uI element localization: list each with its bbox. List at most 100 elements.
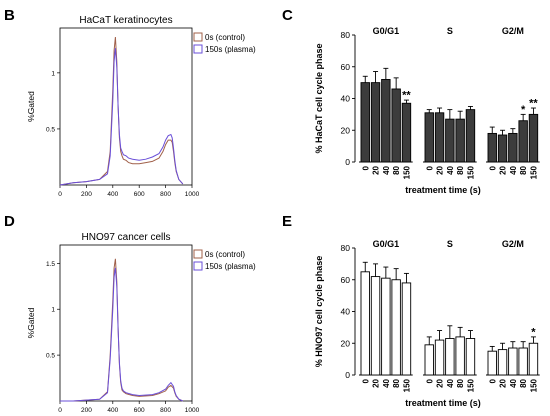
legend-swatch xyxy=(193,261,203,271)
x-tick-label: 800 xyxy=(160,407,171,414)
panel-letter: E xyxy=(282,213,292,230)
y-tick-label: 1 xyxy=(51,70,55,77)
x-tick-label: 0 xyxy=(488,165,497,170)
y-tick-label: 0.5 xyxy=(46,353,55,360)
x-tick-label: 150 xyxy=(402,378,411,392)
x-tick-label: 150 xyxy=(529,378,538,392)
significance-marker: * xyxy=(521,104,526,116)
x-tick-label: 0 xyxy=(361,165,370,170)
x-tick-label: 150 xyxy=(402,165,411,179)
chart-title: HNO97 cancer cells xyxy=(82,232,171,243)
significance-marker: ** xyxy=(402,90,411,102)
x-tick-label: 1000 xyxy=(185,407,200,414)
bar xyxy=(381,277,391,376)
bar xyxy=(455,118,465,163)
x-axis-label: treatment time (s) xyxy=(405,398,481,408)
x-tick-label: 150 xyxy=(466,165,475,179)
x-tick-label: 600 xyxy=(134,191,145,198)
bar xyxy=(465,338,476,376)
series-line xyxy=(59,48,184,186)
x-tick-label: 0 xyxy=(361,378,370,383)
significance-marker: ** xyxy=(529,98,538,110)
y-tick-label: 80 xyxy=(341,30,351,40)
significance-marker: * xyxy=(531,326,536,338)
plot-frame xyxy=(59,244,193,402)
group-label: G0/G1 xyxy=(373,26,400,36)
legend-swatch xyxy=(193,249,203,259)
x-tick-label: 40 xyxy=(509,165,518,174)
bar xyxy=(381,78,391,163)
y-tick-label: 0.5 xyxy=(46,126,55,133)
group-label: G0/G1 xyxy=(373,239,400,249)
x-tick-label: 80 xyxy=(519,378,528,387)
x-tick-label: 1000 xyxy=(185,191,200,198)
x-tick-label: 0 xyxy=(425,378,434,383)
bar xyxy=(518,120,528,163)
y-axis-label: %Gated xyxy=(26,307,36,338)
x-tick-label: 80 xyxy=(392,165,401,174)
bar xyxy=(391,279,401,376)
x-tick-label: 0 xyxy=(58,407,62,414)
x-tick-label: 20 xyxy=(372,378,381,387)
x-tick-label: 40 xyxy=(446,165,455,174)
plot-frame xyxy=(59,27,193,186)
y-tick-label: 1.5 xyxy=(46,261,55,268)
y-tick-label: 0 xyxy=(345,370,350,380)
legend-swatch xyxy=(193,32,203,42)
x-tick-label: 0 xyxy=(488,378,497,383)
bar xyxy=(391,88,401,163)
x-tick-label: 20 xyxy=(436,378,445,387)
bar xyxy=(528,342,539,376)
legend-entry: 150s (plasma) xyxy=(205,262,256,271)
bar xyxy=(508,347,518,376)
x-tick-label: 0 xyxy=(58,191,62,198)
series-line xyxy=(60,258,184,402)
bar xyxy=(424,112,434,163)
x-tick-label: 150 xyxy=(466,378,475,392)
x-tick-label: 80 xyxy=(519,165,528,174)
bar xyxy=(401,282,412,376)
bar xyxy=(518,347,528,376)
bar xyxy=(455,336,465,376)
x-tick-label: 80 xyxy=(456,378,465,387)
panel-letter: B xyxy=(4,7,15,24)
y-tick-label: 60 xyxy=(341,62,351,72)
x-tick-label: 20 xyxy=(499,165,508,174)
legend-swatch xyxy=(193,44,203,54)
bar xyxy=(487,350,497,376)
bar xyxy=(424,344,434,376)
x-tick-label: 600 xyxy=(134,407,145,414)
y-tick-label: 0 xyxy=(345,157,350,167)
legend-entry: 150s (plasma) xyxy=(205,45,256,54)
y-tick-label: 1 xyxy=(51,307,55,314)
x-tick-label: 20 xyxy=(436,165,445,174)
x-tick-label: 800 xyxy=(160,191,171,198)
x-tick-label: 400 xyxy=(107,191,118,198)
bar xyxy=(434,112,445,163)
bar xyxy=(401,102,412,163)
x-tick-label: 80 xyxy=(392,378,401,387)
bar xyxy=(370,82,381,163)
x-tick-label: 0 xyxy=(425,165,434,170)
y-axis-label: %Gated xyxy=(26,91,36,122)
bar xyxy=(497,349,508,376)
bar xyxy=(445,118,455,163)
x-tick-label: 20 xyxy=(499,378,508,387)
group-label: G2/M xyxy=(502,26,524,36)
group-label: S xyxy=(447,26,453,36)
series-line xyxy=(59,36,184,186)
x-tick-label: 40 xyxy=(509,378,518,387)
group-label: S xyxy=(447,239,453,249)
bar xyxy=(360,271,370,376)
bar xyxy=(434,339,445,376)
legend-entry: 0s (control) xyxy=(205,33,245,42)
panel-letter: C xyxy=(282,7,293,24)
y-tick-label: 40 xyxy=(341,307,351,317)
chart-title: HaCaT keratinocytes xyxy=(79,15,172,26)
x-tick-label: 80 xyxy=(456,165,465,174)
group-label: G2/M xyxy=(502,239,524,249)
bar xyxy=(487,132,497,163)
series-line xyxy=(60,267,184,402)
y-axis-label: % HNO97 cell cycle phase xyxy=(314,256,324,368)
